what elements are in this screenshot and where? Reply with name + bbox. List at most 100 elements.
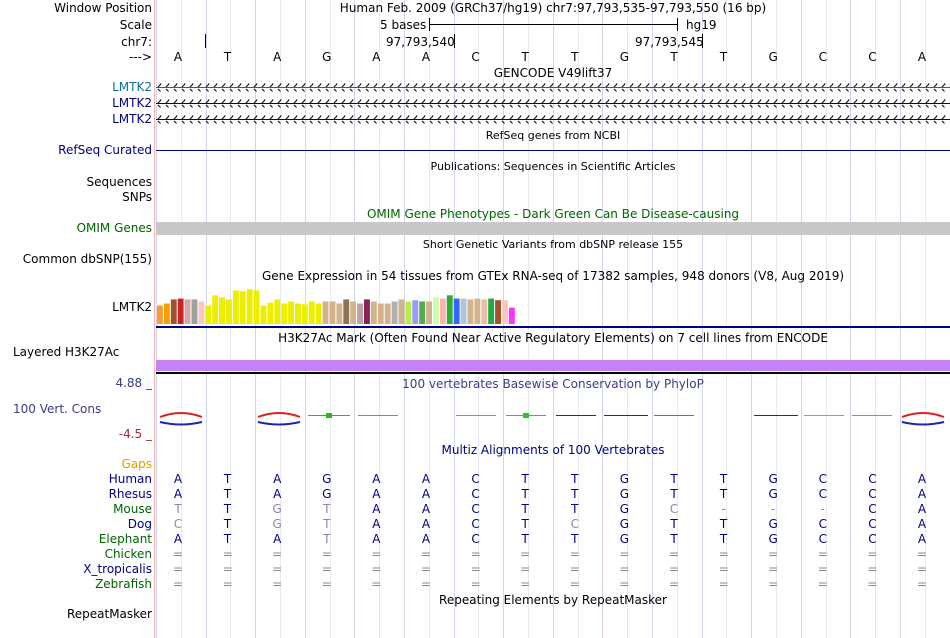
- gtex-tissue-bar[interactable]: [405, 301, 412, 324]
- species-label-mouse[interactable]: Mouse: [113, 502, 152, 516]
- gtex-tissue-bar[interactable]: [412, 300, 419, 324]
- gtex-tissue-bar[interactable]: [433, 297, 439, 324]
- conservation-score-mark[interactable]: [604, 415, 648, 416]
- gtex-tissue-bar[interactable]: [198, 301, 205, 324]
- reference-base[interactable]: T: [223, 50, 232, 64]
- omim-gene-bar[interactable]: [156, 222, 950, 235]
- species-label-x_tropicalis[interactable]: X_tropicalis: [83, 562, 152, 576]
- gtex-tissue-bar[interactable]: [274, 299, 281, 324]
- cons-label[interactable]: 100 Vert. Cons: [13, 402, 102, 416]
- gtex-tissue-bar[interactable]: [502, 300, 508, 324]
- gtex-tissue-bar[interactable]: [329, 301, 336, 324]
- gtex-tissue-bar[interactable]: [370, 301, 377, 324]
- reference-base[interactable]: G: [619, 50, 630, 64]
- reference-base[interactable]: G: [322, 50, 332, 64]
- reference-base[interactable]: C: [868, 50, 877, 64]
- conservation-plot[interactable]: [0, 405, 950, 430]
- omim-genes-label[interactable]: OMIM Genes: [76, 221, 152, 235]
- gtex-tissue-bar[interactable]: [281, 303, 288, 325]
- repeatmasker-label[interactable]: RepeatMasker: [66, 607, 152, 621]
- conservation-score-mark[interactable]: [804, 415, 844, 416]
- gtex-tissue-bar[interactable]: [446, 295, 453, 324]
- conservation-score-mark[interactable]: [257, 412, 301, 426]
- species-label-zebrafish[interactable]: Zebrafish: [95, 577, 152, 591]
- gtex-tissue-bar[interactable]: [460, 298, 467, 324]
- reference-base[interactable]: T: [719, 50, 728, 64]
- window-position-label[interactable]: Window Position: [54, 1, 152, 15]
- gtex-tissue-bar[interactable]: [357, 303, 363, 325]
- gaps-label[interactable]: Gaps: [121, 457, 152, 471]
- gtex-tissue-bar[interactable]: [322, 301, 329, 324]
- gtex-tissue-bar[interactable]: [267, 302, 274, 324]
- reference-base[interactable]: A: [421, 50, 431, 64]
- gtex-tissue-bar[interactable]: [191, 299, 198, 324]
- conservation-score-mark[interactable]: [654, 415, 694, 416]
- gtex-tissue-bar[interactable]: [301, 304, 308, 324]
- reference-base[interactable]: A: [273, 50, 282, 64]
- conservation-score-mark[interactable]: [308, 413, 350, 418]
- species-label-dog[interactable]: Dog: [127, 517, 152, 531]
- gtex-tissue-bar[interactable]: [495, 300, 501, 324]
- gencode-lmtk2-label-2[interactable]: LMTK2: [112, 96, 152, 110]
- conservation-score-mark[interactable]: [556, 415, 596, 416]
- gtex-tissue-bar[interactable]: [377, 303, 384, 325]
- gtex-tissue-bar[interactable]: [481, 299, 488, 324]
- gtex-tissue-bar[interactable]: [184, 299, 191, 324]
- gtex-lmtk2-label[interactable]: LMTK2: [112, 300, 152, 314]
- gtex-tissue-bar[interactable]: [439, 298, 446, 324]
- h3k27ac-label[interactable]: Layered H3K27Ac: [13, 345, 120, 359]
- gtex-tissue-bar[interactable]: [350, 301, 357, 324]
- gtex-tissue-bar[interactable]: [157, 305, 163, 324]
- gencode-transcripts[interactable]: [156, 80, 950, 128]
- gencode-lmtk2-label-1[interactable]: LMTK2: [112, 80, 152, 94]
- gtex-tissue-bar[interactable]: [419, 301, 426, 324]
- gtex-tissue-bar[interactable]: [343, 299, 350, 324]
- chr-label[interactable]: chr7:: [121, 35, 152, 49]
- gencode-transcript-2[interactable]: [156, 99, 950, 108]
- h3k27ac-signal[interactable]: [156, 360, 950, 371]
- species-label-elephant[interactable]: Elephant: [98, 532, 152, 546]
- reference-base[interactable]: A: [372, 50, 381, 64]
- gtex-tissue-bar[interactable]: [226, 299, 232, 324]
- gtex-tissue-bar[interactable]: [253, 290, 260, 324]
- refseq-curated-label[interactable]: RefSeq Curated: [58, 143, 152, 157]
- reference-base[interactable]: C: [818, 50, 827, 64]
- conservation-score-mark[interactable]: [456, 415, 496, 416]
- gencode-transcript-1[interactable]: [156, 83, 950, 92]
- gtex-tissue-bar[interactable]: [364, 299, 370, 324]
- gencode-transcript-3[interactable]: [156, 115, 950, 124]
- gtex-tissue-bar[interactable]: [315, 303, 322, 325]
- gtex-tissue-bar[interactable]: [177, 298, 184, 324]
- gtex-tissue-bar[interactable]: [246, 289, 253, 324]
- gencode-lmtk2-label-3[interactable]: LMTK2: [112, 112, 152, 126]
- species-label-human[interactable]: Human: [108, 472, 152, 486]
- reference-base[interactable]: T: [670, 50, 678, 64]
- reference-base[interactable]: T: [521, 50, 529, 64]
- species-label-chicken[interactable]: Chicken: [104, 547, 152, 561]
- conservation-score-mark[interactable]: [159, 412, 203, 426]
- snps-label[interactable]: SNPs: [122, 190, 152, 204]
- gtex-tissue-bar[interactable]: [212, 295, 219, 324]
- gtex-tissue-bar[interactable]: [336, 303, 343, 325]
- reference-base[interactable]: C: [471, 50, 480, 64]
- dbsnp-label[interactable]: Common dbSNP(155): [22, 252, 152, 266]
- gtex-tissue-bar[interactable]: [239, 291, 246, 324]
- conservation-score-mark[interactable]: [901, 412, 945, 426]
- gtex-tissue-bar[interactable]: [384, 303, 391, 325]
- scale-label[interactable]: Scale: [119, 18, 152, 32]
- gtex-tissue-bar[interactable]: [508, 307, 515, 324]
- refseq-transcript[interactable]: [156, 150, 950, 151]
- gtex-tissue-bar[interactable]: [488, 298, 495, 324]
- gtex-tissue-bar[interactable]: [170, 299, 177, 324]
- gtex-tissue-bar[interactable]: [205, 305, 212, 324]
- reference-base[interactable]: G: [768, 50, 778, 64]
- conservation-score-mark[interactable]: [852, 415, 892, 416]
- gtex-tissue-bar[interactable]: [391, 301, 398, 324]
- label-divider[interactable]: [154, 0, 155, 638]
- reference-base[interactable]: A: [917, 50, 927, 64]
- gtex-tissue-bar[interactable]: [308, 301, 315, 324]
- gtex-tissue-bar[interactable]: [453, 298, 460, 324]
- gtex-tissue-bar[interactable]: [467, 299, 474, 324]
- strand-arrow-label[interactable]: --->: [128, 50, 152, 64]
- gtex-tissue-bar[interactable]: [426, 301, 432, 324]
